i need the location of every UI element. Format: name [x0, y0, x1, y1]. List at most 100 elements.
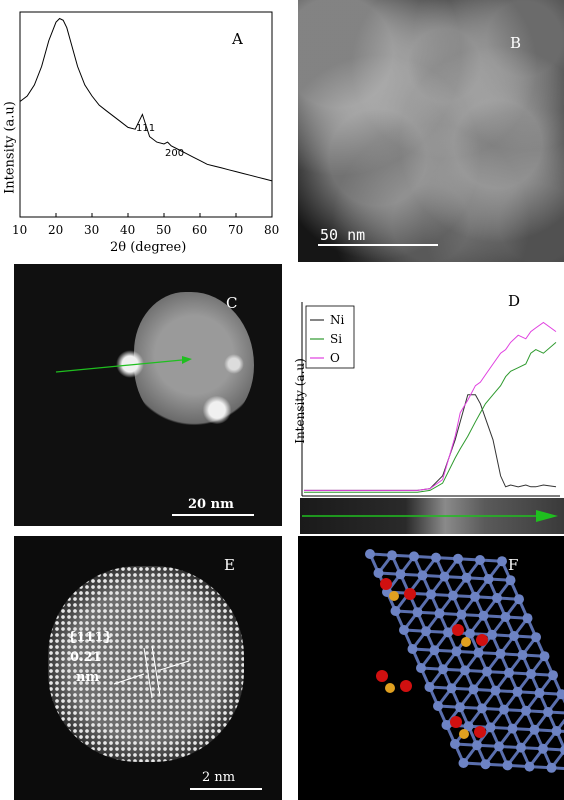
panel-b-micrograph: B 50 nm	[298, 0, 564, 262]
lattice-atom	[409, 551, 419, 562]
lattice-atom	[548, 670, 558, 681]
lattice-atom	[426, 589, 436, 600]
lattice-atom	[417, 570, 428, 581]
lattice-atom	[495, 648, 506, 659]
crystal-model	[365, 549, 564, 773]
lattice-atom	[441, 720, 452, 730]
lattice-atom	[416, 663, 426, 673]
panel-label-c: C	[226, 294, 238, 312]
lattice-atom	[431, 552, 441, 563]
lattice-atom	[395, 569, 406, 580]
lattice-atom	[499, 704, 509, 715]
lattice-atom	[473, 647, 484, 658]
lattice-atom	[390, 606, 401, 616]
lattice-atom	[480, 759, 491, 770]
adsorbate-atom	[389, 591, 399, 601]
oxygen-atom	[452, 624, 464, 636]
e-annotation-unit: nm	[76, 670, 100, 685]
scale-bar-e	[190, 788, 262, 790]
scale-label-e: 2 nm	[202, 770, 236, 785]
lattice-atom	[424, 682, 435, 692]
e-annotation-plane: {111}	[68, 630, 112, 645]
oxygen-atom	[376, 670, 388, 682]
lattice-atom	[365, 549, 375, 559]
lattice-atom	[531, 632, 541, 643]
scale-label-b: 50 nm	[320, 226, 366, 244]
xrd-xtick-label: 80	[264, 223, 280, 237]
lattice-atom	[446, 683, 457, 694]
lattice-atom	[451, 646, 462, 657]
lattice-atom	[450, 739, 460, 749]
lattice-atom	[539, 651, 550, 662]
xrd-xtick-label: 20	[48, 223, 64, 237]
lattice-atom	[412, 607, 423, 618]
lattice-atom	[497, 556, 507, 567]
xrd-xtick-label: 70	[228, 223, 244, 237]
lattice-atom	[483, 574, 494, 584]
particle-cluster	[298, 0, 564, 262]
lattice-atom	[490, 685, 501, 696]
lattice-atom	[522, 613, 533, 624]
lattice-atom	[524, 761, 535, 772]
lattice-atom	[512, 686, 523, 697]
lattice-atom	[458, 758, 469, 768]
lattice-atom	[551, 726, 562, 736]
lattice-atom	[399, 625, 409, 635]
oxygen-atom	[404, 588, 416, 600]
lattice-atom	[429, 645, 440, 656]
lattice-atom	[509, 631, 519, 641]
panel-label-a: A	[232, 30, 243, 48]
lattice-atom	[373, 568, 384, 578]
lattice-particle	[48, 566, 244, 762]
panel-label-b: B	[510, 34, 522, 52]
lattice-atom	[502, 760, 513, 771]
oxygen-atom	[380, 578, 392, 590]
xrd-series-line	[19, 17, 273, 182]
lattice-atom	[505, 575, 516, 586]
series-line-o	[304, 321, 557, 491]
panel-f-model: F	[298, 536, 564, 800]
oxygen-atom	[450, 716, 462, 728]
lattice-atom	[534, 688, 545, 698]
oxygen-atom	[474, 726, 486, 738]
peak-label-200: 200	[165, 148, 185, 159]
series-line-si	[304, 342, 557, 493]
lattice-atom	[472, 740, 482, 751]
lattice-atom	[433, 701, 443, 711]
panel-c-micrograph: C 20 nm	[14, 264, 282, 526]
lattice-atom	[455, 702, 465, 713]
oxygen-atom	[400, 680, 412, 692]
legend-label-ni: Ni	[330, 313, 345, 327]
panel-e-micrograph: {111} 0.21 nm E 2 nm	[14, 536, 282, 800]
scale-bar-c	[172, 514, 254, 516]
lattice-atom	[453, 553, 463, 564]
legend-label-o: O	[330, 351, 340, 365]
lattice-atom	[465, 628, 475, 639]
lattice-atom	[478, 610, 489, 621]
lattice-atom	[521, 705, 531, 716]
lattice-atom	[504, 667, 514, 678]
lattice-atom	[443, 627, 453, 638]
bright-spot	[224, 354, 244, 374]
lattice-atom	[516, 742, 526, 753]
panel-label-e: E	[224, 556, 235, 574]
xrd-xtick-label: 10	[12, 223, 28, 237]
adsorbate-atom	[459, 729, 469, 739]
lattice-atom	[456, 609, 467, 620]
lattice-atom	[470, 591, 480, 602]
e-annotation-spacing: 0.21	[70, 650, 102, 665]
lattice-atom	[468, 684, 479, 695]
xrd-xtick-label: 40	[120, 223, 136, 237]
panel-label-d: D	[508, 292, 521, 310]
lattice-atom	[460, 665, 470, 676]
lattice-atom	[514, 594, 524, 605]
lattice-atom	[407, 644, 418, 654]
lattice-atom	[387, 550, 397, 561]
lattice-atom	[543, 707, 553, 717]
lattice-atom	[463, 721, 474, 732]
peak-label-111: 111	[136, 123, 156, 134]
xrd-chart	[19, 11, 273, 218]
lattice-atom	[461, 572, 472, 583]
lattice-atom	[546, 762, 557, 773]
bright-spot	[202, 396, 232, 424]
